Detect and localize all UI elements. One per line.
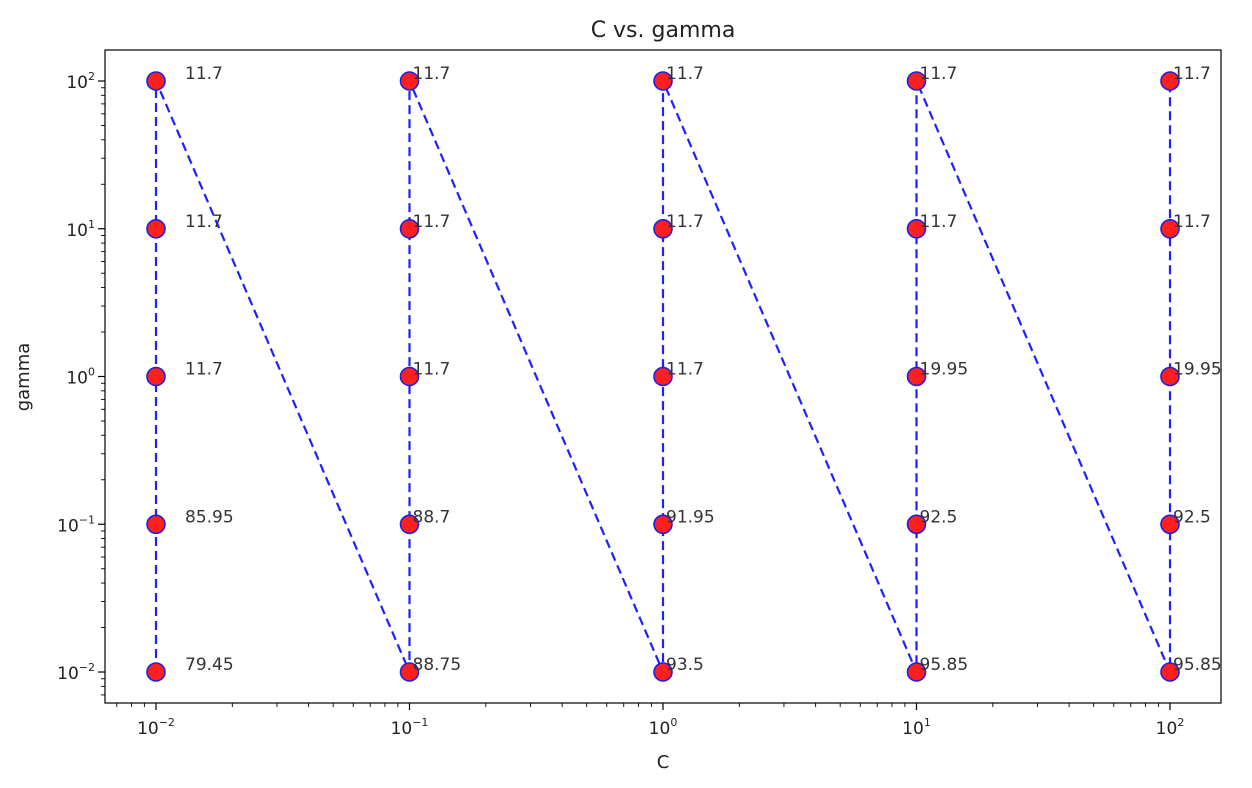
- x-tick-label: 101: [902, 716, 931, 739]
- y-axis: 10−2 10−1 100 101 102: [57, 70, 105, 696]
- x-tick-label: 100: [649, 716, 678, 739]
- data-point: [906, 366, 927, 387]
- data-label: 11.7: [920, 212, 958, 232]
- data-label: 11.7: [185, 212, 223, 232]
- data-point: [1160, 662, 1180, 682]
- data-point: [906, 71, 927, 91]
- y-tick-label: 10−1: [57, 513, 95, 536]
- data-point: [653, 662, 673, 682]
- y-tick-label: 101: [66, 218, 95, 241]
- data-point: [399, 71, 420, 91]
- y-tick-label: 102: [66, 70, 95, 93]
- data-point: [1160, 71, 1180, 91]
- x-tick-label: 10−2: [137, 716, 175, 739]
- data-point: [653, 514, 673, 535]
- data-label: 19.95: [920, 360, 969, 380]
- data-point: [906, 662, 927, 682]
- data-label: 95.85: [1173, 655, 1222, 675]
- y-tick-label: 100: [66, 366, 95, 389]
- data-label: 88.7: [413, 507, 451, 527]
- data-label: 11.7: [185, 360, 223, 380]
- data-point: [399, 662, 420, 682]
- data-point: [146, 219, 166, 239]
- data-point: [653, 219, 673, 239]
- y-tick-label: 10−2: [57, 661, 95, 684]
- data-label: 11.7: [185, 64, 223, 84]
- data-label: 19.95: [1173, 360, 1222, 380]
- data-point: [399, 514, 420, 535]
- data-point: [1160, 219, 1180, 239]
- data-label: 91.95: [666, 507, 715, 527]
- data-label: 93.5: [666, 655, 704, 675]
- data-point: [1160, 366, 1180, 387]
- data-point: [653, 366, 673, 387]
- data-point: [399, 219, 420, 239]
- x-axis-label: C: [657, 752, 670, 773]
- data-point: [146, 662, 166, 682]
- data-label: 88.75: [413, 655, 462, 675]
- data-label: 11.7: [666, 360, 704, 380]
- data-label: 11.7: [1173, 212, 1211, 232]
- data-point: [146, 514, 166, 535]
- plot-area: 79.45 85.95 11.7 11.7 11.7 88.75 88.7 11.7 11.7 1…: [146, 64, 1222, 682]
- data-point: [146, 366, 166, 387]
- data-label: 11.7: [666, 212, 704, 232]
- data-label: 11.7: [666, 64, 704, 84]
- data-label: 11.7: [413, 360, 451, 380]
- data-label: 11.7: [920, 64, 958, 84]
- data-point: [653, 71, 673, 91]
- data-label: 92.5: [920, 507, 958, 527]
- chart-title: C vs. gamma: [591, 18, 736, 43]
- data-point: [906, 514, 927, 535]
- data-label: 85.95: [185, 507, 234, 527]
- x-axis: 10−2 10−1 100 101 102: [116, 703, 1185, 739]
- y-axis-label: gamma: [13, 343, 34, 412]
- data-label: 11.7: [1173, 64, 1211, 84]
- data-point: [906, 219, 927, 239]
- data-label: 11.7: [413, 64, 451, 84]
- data-label: 79.45: [185, 655, 234, 675]
- data-point: [399, 366, 420, 387]
- data-point: [146, 71, 166, 91]
- x-tick-label: 102: [1156, 716, 1185, 739]
- data-label: 11.7: [413, 212, 451, 232]
- data-label: 95.85: [920, 655, 969, 675]
- data-point: [1160, 514, 1180, 535]
- x-tick-label: 10−1: [391, 716, 429, 739]
- data-label: 92.5: [1173, 507, 1211, 527]
